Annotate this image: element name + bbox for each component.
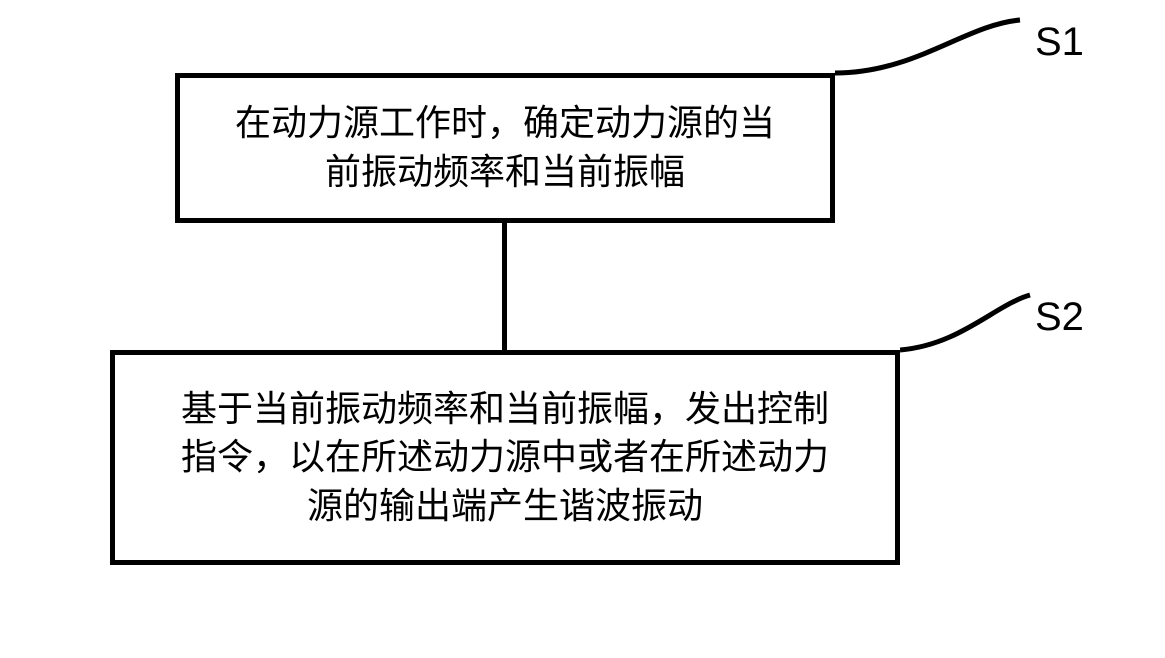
leader-line-s1: [835, 15, 1065, 85]
flowchart-canvas: 在动力源工作时，确定动力源的当 前振动频率和当前振幅 基于当前振动频率和当前振幅…: [0, 0, 1165, 658]
step-label-s2: S2: [1035, 295, 1084, 340]
flow-node-s2: 基于当前振动频率和当前振幅，发出控制 指令，以在所述动力源中或者在所述动力 源的…: [110, 350, 900, 565]
flow-node-s1: 在动力源工作时，确定动力源的当 前振动频率和当前振幅: [175, 73, 835, 223]
flow-connector-s1-s2: [502, 223, 507, 350]
step-label-s1: S1: [1035, 20, 1084, 65]
